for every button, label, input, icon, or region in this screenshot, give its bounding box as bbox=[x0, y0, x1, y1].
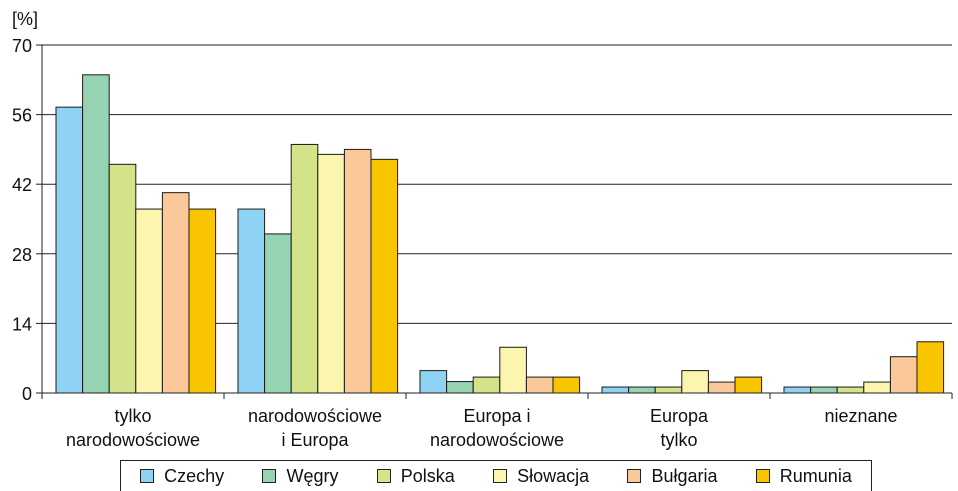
legend-item: Bułgaria bbox=[627, 465, 718, 487]
legend-swatch bbox=[627, 469, 642, 483]
bar bbox=[472, 376, 501, 394]
bar bbox=[237, 208, 266, 394]
legend-item: Czechy bbox=[140, 466, 224, 487]
bar bbox=[552, 376, 581, 394]
legend-swatch bbox=[262, 469, 277, 483]
legend-label: Czechy bbox=[164, 465, 225, 486]
bar bbox=[889, 356, 918, 394]
bar bbox=[55, 106, 84, 394]
bar bbox=[628, 386, 656, 394]
bar bbox=[707, 381, 736, 394]
bar bbox=[836, 386, 865, 394]
y-axis-label: [%] bbox=[12, 9, 38, 29]
y-tick-label: 70 bbox=[12, 36, 32, 56]
x-tick-label: narodowościowe bbox=[248, 406, 382, 426]
legend-label: Rumunia bbox=[779, 465, 852, 486]
legend-label: Polska bbox=[400, 465, 455, 486]
legend-swatch bbox=[140, 469, 155, 483]
legend-swatch bbox=[493, 469, 508, 483]
bar bbox=[264, 233, 292, 394]
bar bbox=[783, 386, 812, 394]
legend-item: Słowacja bbox=[493, 466, 589, 487]
legend-item: Polska bbox=[376, 465, 455, 487]
bar bbox=[446, 381, 474, 394]
bar bbox=[654, 386, 683, 394]
bar bbox=[135, 208, 163, 394]
x-tick-label: narodowościowe bbox=[430, 430, 564, 450]
bar bbox=[916, 341, 945, 394]
x-tick-label: narodowościowe bbox=[66, 430, 200, 450]
x-tick-label: tylko bbox=[114, 406, 151, 426]
y-tick-label: 42 bbox=[12, 175, 32, 195]
bar-chart: 0 14 28 42 56 70 [%] tylko narodowościowe narodow… bbox=[12, 9, 953, 450]
legend-item: Węgry bbox=[262, 466, 338, 487]
x-tick-label: nieznane bbox=[824, 406, 897, 426]
bar bbox=[681, 370, 709, 394]
legend-label: Węgry bbox=[286, 465, 339, 486]
chart-legend: Czechy Węgry Polska Słowacja Bułgaria Rumunia bbox=[120, 460, 872, 491]
legend-label: Słowacja bbox=[517, 465, 590, 486]
bar bbox=[108, 163, 137, 394]
x-tick-label: i Europa bbox=[281, 430, 349, 450]
legend-swatch bbox=[376, 469, 391, 483]
x-tick-label: Europa bbox=[650, 406, 709, 426]
y-tick-label: 14 bbox=[12, 314, 32, 334]
legend-label: Bułgaria bbox=[651, 465, 718, 486]
bar bbox=[161, 192, 190, 394]
legend-item: Rumunia bbox=[755, 465, 852, 487]
x-tick-label: tylko bbox=[660, 430, 697, 450]
bar bbox=[419, 370, 448, 394]
bar bbox=[863, 381, 891, 394]
bar bbox=[734, 376, 763, 394]
bar bbox=[370, 158, 399, 394]
bar bbox=[188, 208, 217, 394]
bar bbox=[810, 386, 838, 394]
y-tick-label: 0 bbox=[22, 384, 32, 404]
legend-swatch bbox=[755, 469, 770, 483]
bar bbox=[601, 386, 630, 394]
bar bbox=[499, 346, 527, 394]
y-tick-label: 56 bbox=[12, 106, 32, 126]
bar bbox=[525, 376, 554, 394]
bar bbox=[317, 153, 345, 394]
bar bbox=[290, 143, 319, 394]
bar bbox=[343, 148, 372, 394]
x-tick-label: Europa i bbox=[463, 406, 530, 426]
y-tick-label: 28 bbox=[12, 245, 32, 265]
bar bbox=[82, 74, 110, 394]
